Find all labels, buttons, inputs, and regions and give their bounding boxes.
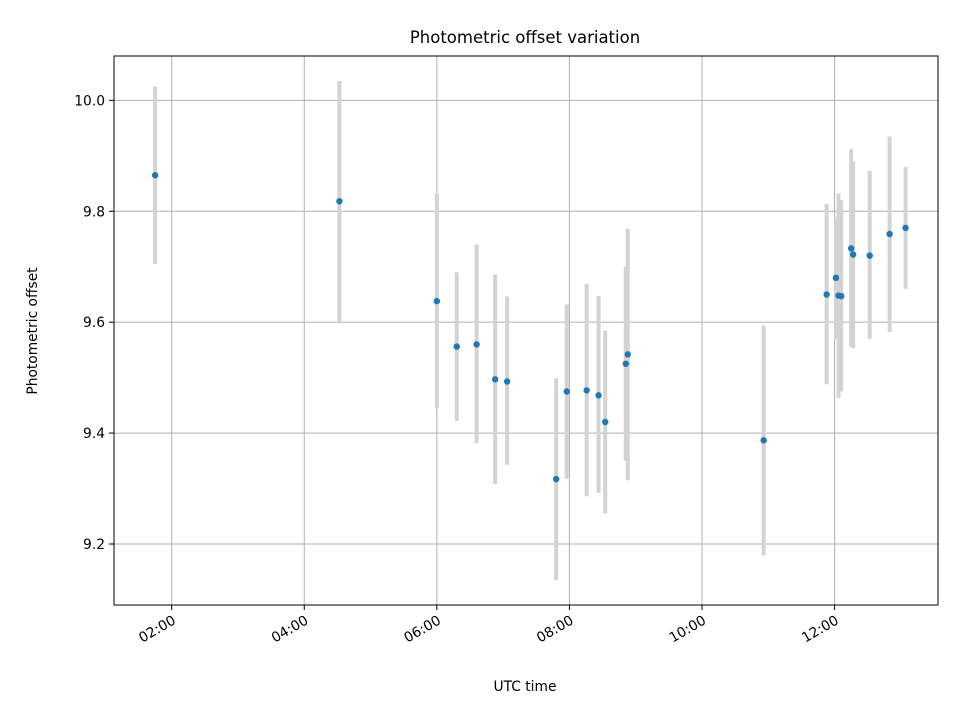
- data-point: [838, 292, 845, 300]
- data-point: [760, 437, 767, 444]
- data-point: [336, 198, 343, 205]
- data-point: [595, 392, 602, 399]
- data-point: [823, 291, 830, 298]
- data-point: [473, 341, 480, 348]
- x-tick-label: 10:00: [667, 613, 709, 647]
- data-point: [832, 274, 840, 282]
- data-point: [866, 252, 873, 259]
- data-point: [849, 251, 857, 258]
- data-point: [563, 388, 570, 395]
- grid-lines: [114, 56, 938, 605]
- x-axis-ticks: 02:00 04:00 06:00 08:00 10:00 12:00: [136, 605, 842, 647]
- data-points: [151, 172, 909, 483]
- data-point: [622, 360, 629, 367]
- x-axis-label: UTC time: [494, 679, 557, 695]
- data-point: [433, 297, 441, 305]
- x-tick-label: 08:00: [534, 613, 576, 647]
- data-point: [602, 418, 609, 426]
- data-point: [847, 245, 855, 252]
- data-point: [624, 351, 631, 358]
- y-tick-label: 10.0: [74, 93, 105, 109]
- y-tick-label: 9.6: [83, 315, 105, 331]
- y-axis-ticks: 9.2 9.4 9.6 9.8 10.0: [74, 93, 114, 553]
- data-point: [151, 172, 159, 179]
- error-bars: [153, 80, 908, 581]
- x-tick-label: 04:00: [269, 613, 311, 647]
- x-tick-label: 06:00: [401, 613, 443, 647]
- data-point: [583, 387, 590, 394]
- y-tick-label: 9.2: [83, 537, 105, 553]
- y-axis-label: Photometric offset: [25, 267, 41, 395]
- x-tick-label: 02:00: [136, 613, 178, 647]
- data-point: [453, 343, 460, 350]
- plot-frame: [113, 55, 939, 606]
- y-tick-label: 9.8: [83, 204, 105, 220]
- x-tick-label: 12:00: [799, 613, 841, 647]
- y-tick-label: 9.4: [83, 426, 105, 442]
- chart-title: Photometric offset variation: [410, 28, 640, 47]
- data-point: [503, 378, 511, 385]
- data-point: [902, 224, 909, 232]
- data-point: [552, 475, 560, 483]
- data-point: [886, 230, 893, 238]
- data-point: [491, 376, 499, 383]
